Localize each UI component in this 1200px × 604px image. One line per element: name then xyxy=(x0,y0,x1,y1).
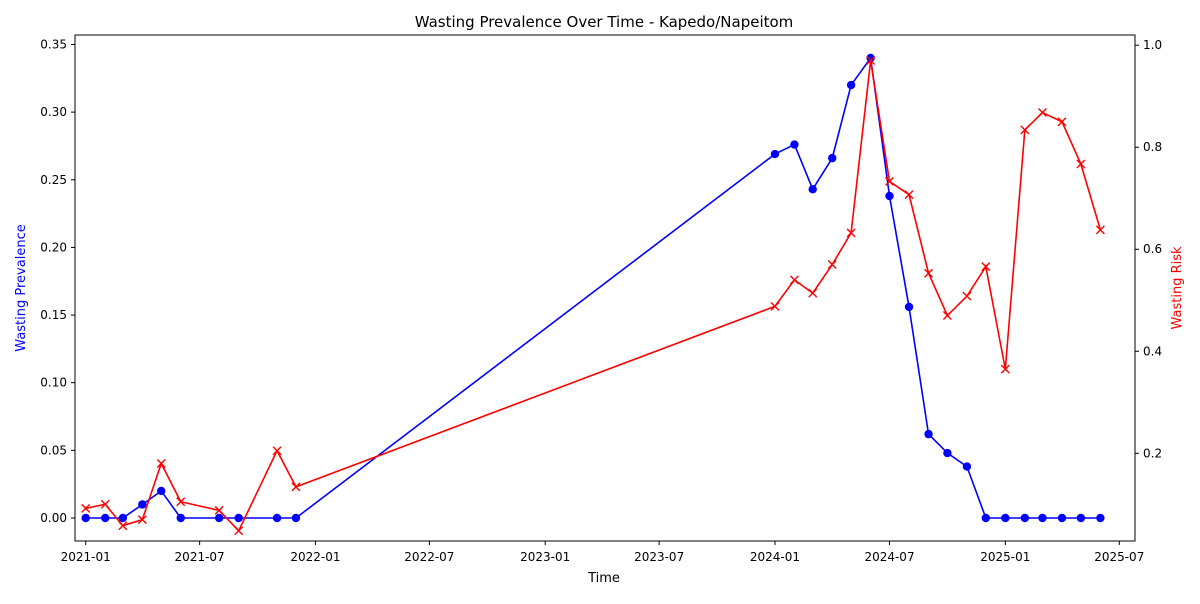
risk-point xyxy=(789,275,799,285)
risk-point xyxy=(827,260,837,270)
prevalence-point xyxy=(866,53,875,63)
prevalence-point xyxy=(1096,513,1105,523)
left-tick-label: 0.25 xyxy=(40,173,67,187)
left-tick-label: 0.20 xyxy=(40,240,67,254)
prevalence-point xyxy=(1076,513,1086,523)
prevalence-point xyxy=(904,302,914,312)
right-tick-label: 0.6 xyxy=(1143,242,1162,256)
left-tick-label: 0.10 xyxy=(40,376,67,390)
right-tick-label: 0.2 xyxy=(1143,446,1162,460)
risk-point xyxy=(1057,117,1067,127)
right-axis-label: Wasting Risk xyxy=(1170,246,1185,330)
risk-point xyxy=(1000,364,1010,374)
x-tick-label: 2024-01 xyxy=(750,550,800,564)
risk-point xyxy=(176,497,186,507)
prevalence-point xyxy=(138,500,147,509)
risk-line xyxy=(85,60,1102,533)
prevalence-point xyxy=(924,429,933,439)
left-tick-label: 0.35 xyxy=(40,37,67,51)
risk-point xyxy=(1095,225,1105,235)
right-tick-label: 0.4 xyxy=(1143,344,1162,358)
x-tick-label: 2023-07 xyxy=(634,550,684,564)
left-tick-label: 0.05 xyxy=(40,443,67,457)
prevalence-point xyxy=(770,149,780,159)
x-tick-label: 2025-01 xyxy=(980,550,1030,564)
chart-title: Wasting Prevalence Over Time - Kapedo/Na… xyxy=(415,13,794,31)
risk-point xyxy=(291,482,301,492)
risk-point xyxy=(156,458,166,468)
right-tick-label: 1.0 xyxy=(1143,38,1162,52)
x-tick-label: 2024-07 xyxy=(864,550,914,564)
prevalence-series xyxy=(81,53,1105,523)
prevalence-point xyxy=(1038,513,1047,523)
risk-point xyxy=(234,526,244,536)
left-tick-label: 0.15 xyxy=(40,308,67,322)
prevalence-point xyxy=(1001,513,1010,523)
risk-point xyxy=(981,262,991,272)
prevalence-line xyxy=(85,55,1101,519)
left-axis: 0.00 0.05 0.10 0.15 0.20 0.25 0.30 0.35 xyxy=(40,37,75,525)
risk-point xyxy=(81,503,91,513)
risk-point xyxy=(1076,159,1086,169)
risk-point xyxy=(100,499,110,509)
x-tick-label: 2025-07 xyxy=(1094,550,1144,564)
prevalence-point xyxy=(291,513,301,523)
risk-point xyxy=(846,228,856,238)
risk-point xyxy=(272,446,282,456)
x-tick-label: 2021-01 xyxy=(61,550,111,564)
prevalence-point xyxy=(272,513,282,523)
prevalence-point xyxy=(981,513,991,523)
left-axis-label: Wasting Prevalence xyxy=(14,224,29,351)
left-tick-label: 0.00 xyxy=(40,511,67,525)
x-axis: 2021-01 2021-07 2022-01 2022-07 2023-01 2023-… xyxy=(61,541,1144,564)
right-axis: 0.2 0.4 0.6 0.8 1.0 xyxy=(1135,38,1162,460)
prevalence-point xyxy=(176,513,185,523)
risk-point xyxy=(866,56,876,65)
risk-point xyxy=(924,268,934,278)
prevalence-point xyxy=(1057,513,1067,523)
prevalence-point xyxy=(214,513,224,523)
risk-point xyxy=(214,505,224,515)
risk-series xyxy=(81,56,1105,536)
risk-point xyxy=(885,176,895,186)
prevalence-point xyxy=(118,513,128,523)
risk-point xyxy=(904,190,914,200)
prevalence-point xyxy=(808,185,817,194)
x-tick-label: 2021-07 xyxy=(175,550,225,564)
prevalence-point xyxy=(157,486,166,496)
left-tick-label: 0.30 xyxy=(40,105,67,119)
plot-frame xyxy=(74,34,1136,542)
risk-point xyxy=(118,521,128,531)
x-tick-label: 2022-01 xyxy=(290,550,340,564)
prevalence-point xyxy=(1020,513,1030,523)
risk-point xyxy=(962,291,972,301)
risk-point xyxy=(137,515,147,525)
prevalence-point xyxy=(962,462,972,471)
risk-point xyxy=(1037,108,1047,118)
prevalence-point xyxy=(846,80,856,90)
prevalence-point xyxy=(943,448,952,458)
prevalence-point xyxy=(790,140,799,149)
series-layer xyxy=(81,53,1105,536)
x-axis-label: Time xyxy=(587,571,620,586)
prevalence-point xyxy=(828,153,837,163)
prevalence-point xyxy=(885,191,894,201)
x-tick-label: 2022-07 xyxy=(404,550,454,564)
x-tick-label: 2023-01 xyxy=(520,550,570,564)
prevalence-point xyxy=(101,513,110,523)
risk-point xyxy=(770,301,780,311)
prevalence-point xyxy=(234,513,243,523)
right-tick-label: 0.8 xyxy=(1143,140,1162,154)
risk-point xyxy=(1020,125,1030,135)
prevalence-point xyxy=(81,513,90,523)
risk-point xyxy=(808,288,818,298)
risk-point xyxy=(942,311,952,321)
